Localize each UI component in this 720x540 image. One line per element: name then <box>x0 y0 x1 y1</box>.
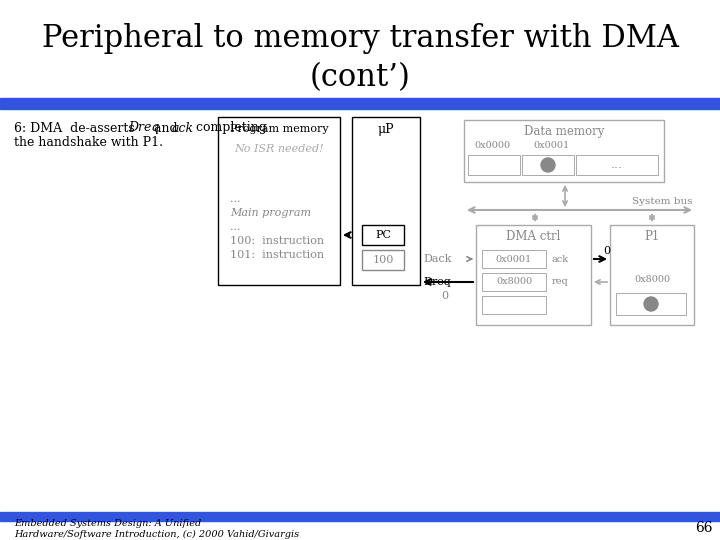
Text: 100: 100 <box>372 255 394 265</box>
Bar <box>362 225 404 245</box>
Text: ...: ... <box>230 194 240 204</box>
Bar <box>522 155 574 175</box>
Bar <box>482 296 546 314</box>
Text: Dack: Dack <box>423 254 451 264</box>
Bar <box>464 120 664 182</box>
Bar <box>468 155 520 175</box>
Text: 0x0001: 0x0001 <box>496 254 532 264</box>
Text: (cont’): (cont’) <box>310 63 410 93</box>
Text: 0: 0 <box>441 291 449 301</box>
Text: Program memory: Program memory <box>230 124 328 134</box>
Text: ...: ... <box>611 159 623 172</box>
Bar <box>476 225 591 325</box>
Text: System bus: System bus <box>632 198 693 206</box>
Text: 0x0001: 0x0001 <box>534 141 570 151</box>
Text: 0: 0 <box>603 246 611 256</box>
Text: No ISR needed!: No ISR needed! <box>234 144 324 154</box>
Bar <box>610 225 694 325</box>
Text: Hardware/Software Introduction, (c) 2000 Vahid/Givargis: Hardware/Software Introduction, (c) 2000… <box>14 529 299 538</box>
Text: ack: ack <box>172 122 194 134</box>
Bar <box>352 117 420 285</box>
Text: 0x8000: 0x8000 <box>634 275 670 285</box>
Text: 6: DMA  de-asserts: 6: DMA de-asserts <box>14 122 139 134</box>
Text: Data memory: Data memory <box>524 125 604 138</box>
Text: μP: μP <box>378 123 395 136</box>
Text: ...: ... <box>230 222 240 232</box>
Circle shape <box>644 297 658 311</box>
Text: Dreq: Dreq <box>423 277 451 287</box>
Text: 0x8000: 0x8000 <box>496 278 532 287</box>
Bar <box>0 98 720 109</box>
Text: Dreq: Dreq <box>128 122 159 134</box>
Text: and: and <box>150 122 181 134</box>
Bar <box>218 117 340 285</box>
Text: Peripheral to memory transfer with DMA: Peripheral to memory transfer with DMA <box>42 23 678 53</box>
Bar <box>482 250 546 268</box>
Bar <box>0 512 720 521</box>
Circle shape <box>541 158 555 172</box>
Text: P1: P1 <box>644 231 660 244</box>
Text: PC: PC <box>375 230 391 240</box>
Bar <box>616 293 686 315</box>
Text: Embedded Systems Design: A Unified: Embedded Systems Design: A Unified <box>14 519 202 529</box>
Text: ack: ack <box>552 254 569 264</box>
Text: 0x0000: 0x0000 <box>474 141 510 151</box>
Text: Main program: Main program <box>230 208 311 218</box>
Bar <box>576 155 658 175</box>
Bar <box>362 250 404 270</box>
Text: 66: 66 <box>696 521 713 535</box>
Text: DMA ctrl: DMA ctrl <box>506 231 561 244</box>
Text: the handshake with P1.: the handshake with P1. <box>14 137 163 150</box>
Text: completing: completing <box>192 122 267 134</box>
Bar <box>482 273 546 291</box>
Text: 100:  instruction: 100: instruction <box>230 236 324 246</box>
Text: 101:  instruction: 101: instruction <box>230 250 324 260</box>
Text: req: req <box>552 278 569 287</box>
